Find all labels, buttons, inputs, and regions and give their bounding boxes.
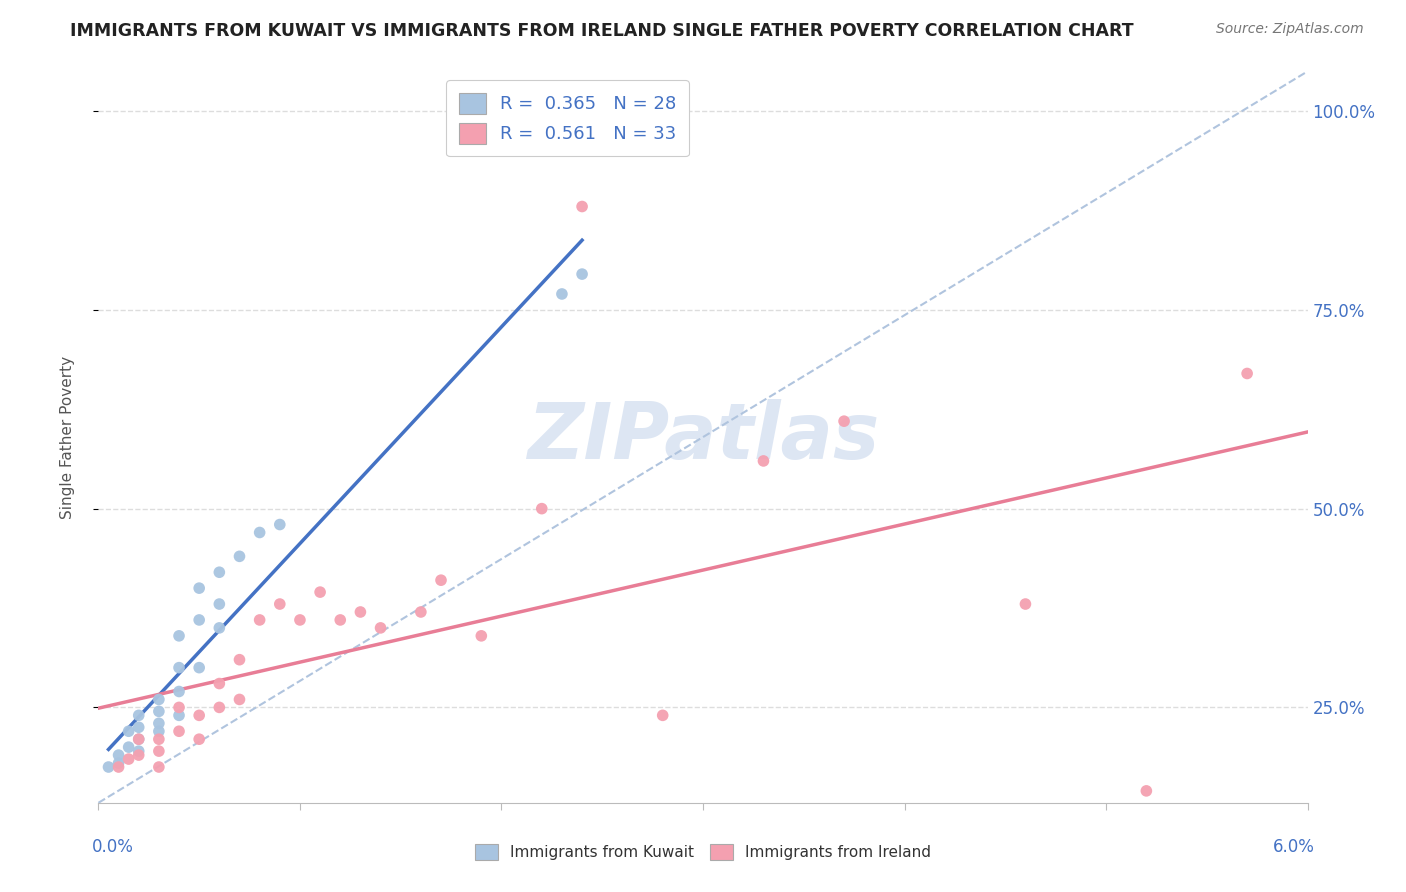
Point <box>752 454 775 468</box>
Point <box>188 660 211 674</box>
Point <box>571 267 593 281</box>
Point <box>208 676 231 690</box>
Point <box>249 613 271 627</box>
Point <box>188 613 211 627</box>
Point <box>167 629 190 643</box>
Point <box>370 621 392 635</box>
Point <box>228 653 250 667</box>
Point <box>167 708 190 723</box>
Point <box>269 597 291 611</box>
Point <box>208 700 231 714</box>
Point <box>349 605 371 619</box>
Point <box>167 660 190 674</box>
Text: IMMIGRANTS FROM KUWAIT VS IMMIGRANTS FROM IRELAND SINGLE FATHER POVERTY CORRELAT: IMMIGRANTS FROM KUWAIT VS IMMIGRANTS FRO… <box>70 22 1133 40</box>
Point <box>269 517 291 532</box>
Point <box>128 732 150 747</box>
Point <box>167 724 190 739</box>
Legend: R =  0.365   N = 28, R =  0.561   N = 33: R = 0.365 N = 28, R = 0.561 N = 33 <box>446 80 689 156</box>
Point <box>288 613 311 627</box>
Point <box>309 585 332 599</box>
Point <box>1236 367 1258 381</box>
Text: ZIPatlas: ZIPatlas <box>527 399 879 475</box>
Point <box>249 525 271 540</box>
Point <box>128 744 150 758</box>
Y-axis label: Single Father Poverty: Single Father Poverty <box>60 356 75 518</box>
Point <box>409 605 432 619</box>
Point <box>148 732 170 747</box>
Point <box>1014 597 1036 611</box>
Point <box>148 716 170 731</box>
Point <box>167 684 190 698</box>
Point <box>208 597 231 611</box>
Point <box>571 200 593 214</box>
Point <box>107 748 129 763</box>
Point <box>118 740 141 755</box>
Point <box>148 744 170 758</box>
Point <box>208 621 231 635</box>
Point <box>208 566 231 580</box>
Text: Source: ZipAtlas.com: Source: ZipAtlas.com <box>1216 22 1364 37</box>
Point <box>148 760 170 774</box>
Point <box>128 748 150 763</box>
Point <box>188 708 211 723</box>
Text: 6.0%: 6.0% <box>1272 838 1315 855</box>
Point <box>118 724 141 739</box>
Point <box>470 629 492 643</box>
Point <box>530 501 553 516</box>
Point <box>188 581 211 595</box>
Point <box>128 720 150 734</box>
Point <box>148 724 170 739</box>
Point <box>228 692 250 706</box>
Text: 0.0%: 0.0% <box>91 838 134 855</box>
Point <box>551 287 574 301</box>
Point <box>228 549 250 564</box>
Point <box>148 692 170 706</box>
Point <box>128 732 150 747</box>
Point <box>832 414 855 428</box>
Point <box>148 705 170 719</box>
Point <box>329 613 352 627</box>
Point <box>107 756 129 770</box>
Legend: Immigrants from Kuwait, Immigrants from Ireland: Immigrants from Kuwait, Immigrants from … <box>470 838 936 866</box>
Point <box>118 752 141 766</box>
Point <box>430 573 453 587</box>
Point <box>128 708 150 723</box>
Point <box>107 760 129 774</box>
Point <box>97 760 120 774</box>
Point <box>188 732 211 747</box>
Point <box>1135 784 1157 798</box>
Point <box>167 700 190 714</box>
Point <box>651 708 673 723</box>
